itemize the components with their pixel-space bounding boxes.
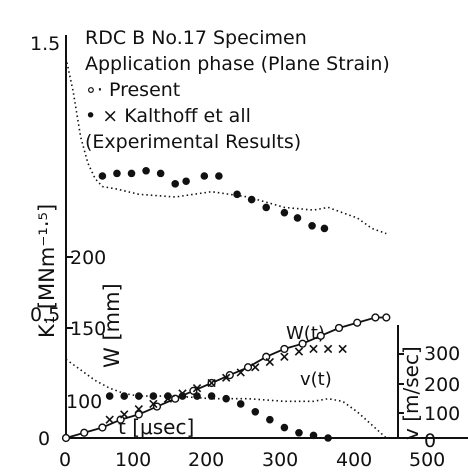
point-3-14 <box>309 344 318 354</box>
point-2-4 <box>134 410 143 419</box>
point-3-7 <box>207 378 216 388</box>
tick-x-0: 0 <box>59 449 71 471</box>
tick-k-1.5: 1.5 <box>30 33 60 55</box>
point-5-12 <box>280 423 289 432</box>
point-3-9 <box>236 368 245 377</box>
point-3-6 <box>192 384 202 393</box>
point-3-2 <box>134 405 143 414</box>
point-2-2 <box>98 423 107 432</box>
point-1-9 <box>233 190 241 199</box>
point-1-11 <box>262 203 271 212</box>
point-1-2 <box>127 169 136 178</box>
tick-x-400: 400 <box>336 449 372 471</box>
point-1-0 <box>98 172 107 180</box>
point-5-1 <box>120 392 129 400</box>
y-axis-label-w: W [mm] <box>100 283 124 368</box>
point-5-8 <box>222 394 230 403</box>
legend-line-5: (Experimental Results) <box>85 131 301 153</box>
point-2-12 <box>280 344 289 354</box>
point-3-10 <box>251 363 260 372</box>
point-2-6 <box>171 394 180 403</box>
tick-k-0: 0 <box>38 428 50 450</box>
legend-line-4: • × Kalthoff et all <box>85 105 251 127</box>
point-3-3 <box>149 399 158 409</box>
point-2-14 <box>316 331 325 340</box>
point-5-15 <box>324 434 332 442</box>
point-3-11 <box>265 357 275 367</box>
point-2-3 <box>116 415 125 424</box>
legend-line-1: RDC B No.17 Specimen <box>85 27 307 49</box>
point-1-8 <box>215 172 223 180</box>
point-5-9 <box>236 400 245 408</box>
point-5-2 <box>135 392 143 400</box>
point-3-8 <box>221 373 231 382</box>
point-1-10 <box>247 195 256 204</box>
point-2-16 <box>353 318 362 327</box>
tick-x-300: 300 <box>262 449 298 471</box>
y-axis-label-k: K₁ [MNm⁻¹·⁵] <box>35 204 59 338</box>
point-5-13 <box>295 428 303 437</box>
tick-w-150: 150 <box>70 318 106 340</box>
point-1-7 <box>200 172 209 180</box>
point-3-1 <box>120 410 129 419</box>
point-5-6 <box>193 392 201 400</box>
point-2-0 <box>61 433 71 443</box>
point-3-15 <box>323 344 333 354</box>
tick-v-100: 100 <box>424 403 460 425</box>
point-5-7 <box>207 392 216 400</box>
tick-v-200: 200 <box>424 374 460 396</box>
tick-k-0.5: 0.5 <box>30 304 60 326</box>
tick-w-100: 100 <box>66 391 102 413</box>
x-axis-label: t [μsec] <box>118 415 194 439</box>
point-3-13 <box>294 347 304 356</box>
tick-w-200: 200 <box>70 247 106 269</box>
point-2-11 <box>262 352 271 361</box>
point-5-0 <box>105 392 114 400</box>
y-axis-label-v: v [m/sec] <box>399 346 423 440</box>
tick-v-0: 0 <box>424 430 436 452</box>
x-ticks: 0 100 200 300 400 500 <box>59 449 445 471</box>
point-1-5 <box>171 180 179 188</box>
point-3-12 <box>280 352 289 361</box>
point-3-0 <box>105 415 114 424</box>
point-2-17 <box>371 313 380 322</box>
legend: RDC B No.17 Specimen Application phase (… <box>85 27 390 153</box>
point-5-5 <box>178 392 187 400</box>
point-2-10 <box>243 363 253 372</box>
point-1-1 <box>113 169 121 178</box>
legend-line-3: ∘· Present <box>85 79 180 101</box>
tick-x-500: 500 <box>409 449 445 471</box>
point-2-15 <box>334 323 344 333</box>
point-1-6 <box>182 177 190 186</box>
point-1-14 <box>308 221 316 230</box>
point-1-4 <box>156 169 165 178</box>
point-2-1 <box>80 428 89 437</box>
point-1-15 <box>320 224 329 233</box>
point-1-13 <box>293 214 302 222</box>
curve-label-v: v(t) <box>300 369 332 390</box>
point-5-10 <box>251 408 260 416</box>
point-2-18 <box>382 313 391 322</box>
point-5-14 <box>309 431 318 440</box>
point-3-16 <box>338 344 347 354</box>
point-5-11 <box>266 415 274 424</box>
point-5-4 <box>164 392 172 400</box>
point-5-3 <box>149 392 158 400</box>
legend-line-2: Application phase (Plane Strain) <box>85 53 390 75</box>
tick-v-300: 300 <box>424 343 460 365</box>
tick-x-200: 200 <box>188 449 224 471</box>
point-1-3 <box>142 166 150 175</box>
tick-x-100: 100 <box>115 449 151 471</box>
data-layer <box>61 57 391 443</box>
point-2-13 <box>298 339 307 348</box>
point-1-12 <box>280 208 289 217</box>
